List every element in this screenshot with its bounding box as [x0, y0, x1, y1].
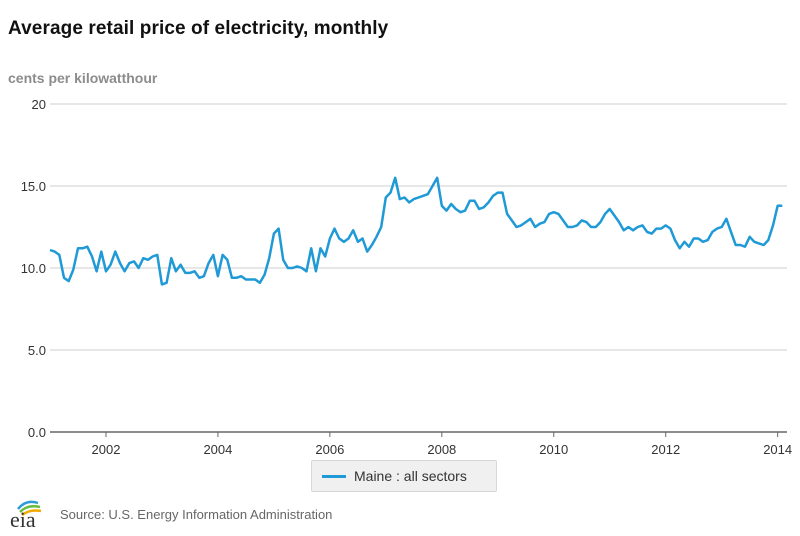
gridlines — [50, 103, 787, 433]
footer: eia Source: U.S. Energy Information Admi… — [10, 497, 332, 531]
y-axis-ticks: 0.0 5.0 10.0 15.0 20 — [21, 97, 46, 440]
x-tick-label: 2014 — [763, 442, 792, 457]
y-tick-label: 15.0 — [21, 179, 46, 194]
series-line-maine[interactable] — [49, 176, 783, 286]
y-tick-label: 5.0 — [28, 343, 46, 358]
legend-label: Maine : all sectors — [354, 468, 467, 484]
x-tick-label: 2012 — [651, 442, 680, 457]
x-tick-label: 2008 — [427, 442, 456, 457]
source-note: Source: U.S. Energy Information Administ… — [60, 506, 333, 522]
chart-title: Average retail price of electricity, mon… — [8, 18, 389, 39]
x-tick-label: 2004 — [203, 442, 232, 457]
legend-swatch — [322, 474, 346, 478]
y-tick-label: 20 — [32, 97, 46, 112]
legend-item-maine[interactable]: Maine : all sectors — [311, 460, 497, 492]
y-axis-unit-label: cents per kilowatthour — [8, 70, 158, 86]
x-tick-label: 2002 — [92, 442, 121, 457]
x-tick-label: 2010 — [539, 442, 568, 457]
y-tick-label: 0.0 — [28, 425, 46, 440]
series-group — [49, 176, 783, 286]
x-tick-label: 2006 — [315, 442, 344, 457]
logo-text: eia — [10, 507, 36, 532]
eia-logo: eia — [10, 497, 50, 531]
x-axis-ticks: 2002 2004 2006 2008 2010 2012 2014 — [92, 432, 792, 457]
y-tick-label: 10.0 — [21, 261, 46, 276]
eia-logo-icon — [17, 500, 42, 517]
